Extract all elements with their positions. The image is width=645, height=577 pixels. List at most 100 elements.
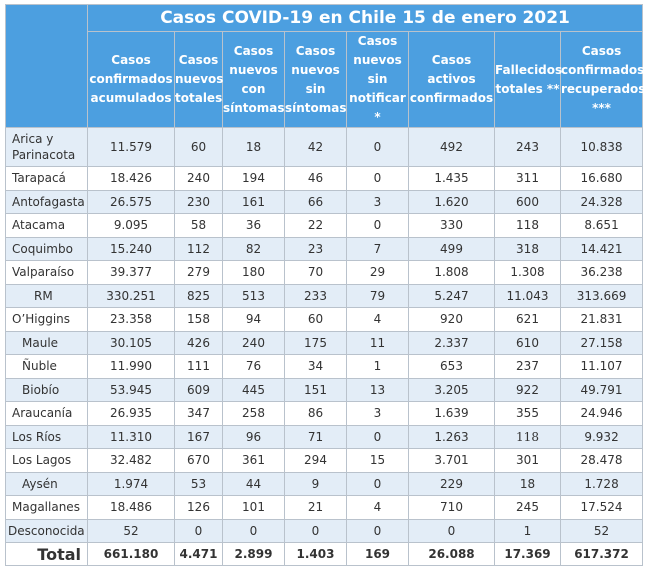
value-cell: 330.251 bbox=[87, 283, 175, 308]
total-value: 17.369 bbox=[494, 542, 561, 566]
table-row: RM 330.251 825 513 233 79 5.247 11.043 3… bbox=[5, 283, 644, 308]
value-cell: 16.680 bbox=[559, 166, 644, 191]
value-cell: 18 bbox=[494, 471, 561, 496]
value-cell: 70 bbox=[284, 260, 347, 285]
value-cell: 58 bbox=[174, 213, 223, 238]
value-cell: 11.579 bbox=[87, 127, 175, 167]
value-cell: 0 bbox=[222, 518, 285, 543]
value-cell: 53 bbox=[174, 471, 223, 496]
value-cell: 0 bbox=[346, 127, 409, 167]
value-cell: 11.990 bbox=[87, 354, 175, 379]
value-cell: 39.377 bbox=[87, 260, 175, 285]
value-cell: 347 bbox=[174, 401, 223, 426]
value-cell: 18.426 bbox=[87, 166, 175, 191]
value-cell: 513 bbox=[222, 283, 285, 308]
value-cell: 653 bbox=[408, 354, 495, 379]
value-cell: 600 bbox=[494, 189, 561, 214]
value-cell: 151 bbox=[284, 377, 347, 402]
value-cell: 609 bbox=[174, 377, 223, 402]
value-cell: 361 bbox=[222, 448, 285, 473]
value-cell: 492 bbox=[408, 127, 495, 167]
table-title: Casos COVID-19 en Chile 15 de enero 2021 bbox=[86, 4, 644, 32]
value-cell: 30.105 bbox=[87, 330, 175, 355]
value-cell: 28.478 bbox=[559, 448, 644, 473]
value-cell: 17.524 bbox=[559, 495, 644, 520]
value-cell: 318 bbox=[494, 236, 561, 261]
value-cell: 922 bbox=[494, 377, 561, 402]
value-cell: 36.238 bbox=[559, 260, 644, 285]
region-name: Antofagasta bbox=[5, 189, 88, 214]
value-cell: 53.945 bbox=[87, 377, 175, 402]
value-cell: 101 bbox=[222, 495, 285, 520]
value-cell: 2.337 bbox=[408, 330, 495, 355]
region-name: Coquimbo bbox=[5, 236, 88, 261]
value-cell: 23 bbox=[284, 236, 347, 261]
total-value: 26.088 bbox=[408, 542, 495, 566]
value-cell: 3.205 bbox=[408, 377, 495, 402]
value-cell: 32.482 bbox=[87, 448, 175, 473]
value-cell: 161 bbox=[222, 189, 285, 214]
value-cell: 10.838 bbox=[559, 127, 644, 167]
value-cell: 1.639 bbox=[408, 401, 495, 426]
value-cell: 621 bbox=[494, 307, 561, 332]
value-cell: 126 bbox=[174, 495, 223, 520]
value-cell: 499 bbox=[408, 236, 495, 261]
value-cell: 11.107 bbox=[559, 354, 644, 379]
value-cell: 4 bbox=[346, 307, 409, 332]
total-label: Total bbox=[5, 542, 88, 566]
value-cell: 237 bbox=[494, 354, 561, 379]
region-name: O’Higgins bbox=[5, 307, 88, 332]
covid-table-container: Casos COVID-19 en Chile 15 de enero 2021… bbox=[5, 4, 645, 566]
value-cell: 11 bbox=[346, 330, 409, 355]
value-cell: 44 bbox=[222, 471, 285, 496]
value-cell: 24.946 bbox=[559, 401, 644, 426]
value-cell: 49.791 bbox=[559, 377, 644, 402]
region-name: Araucanía bbox=[5, 401, 88, 426]
region-name: Atacama bbox=[5, 213, 88, 238]
value-cell: 29 bbox=[346, 260, 409, 285]
value-cell: 301 bbox=[494, 448, 561, 473]
value-cell: 3.701 bbox=[408, 448, 495, 473]
value-cell: 15.240 bbox=[87, 236, 175, 261]
total-value: 1.403 bbox=[284, 542, 347, 566]
table-row: Maule 30.105 426 240 175 11 2.337 610 27… bbox=[5, 330, 644, 355]
value-cell: 1.308 bbox=[494, 260, 561, 285]
table-row: Biobío 53.945 609 445 151 13 3.205 922 4… bbox=[5, 377, 644, 402]
value-cell: 194 bbox=[222, 166, 285, 191]
value-cell: 313.669 bbox=[559, 283, 644, 308]
header-corner bbox=[5, 4, 88, 128]
region-name: Los Lagos bbox=[5, 448, 88, 473]
value-cell: 1.728 bbox=[559, 471, 644, 496]
table-row: Arica y Parinacota 11.579 60 18 42 0 492… bbox=[5, 127, 644, 167]
value-cell: 26.575 bbox=[87, 189, 175, 214]
value-cell: 330 bbox=[408, 213, 495, 238]
value-cell: 233 bbox=[284, 283, 347, 308]
table-row: Desconocida 52 0 0 0 0 0 1 52 bbox=[5, 518, 644, 543]
value-cell: 52 bbox=[559, 518, 644, 543]
value-cell: 71 bbox=[284, 424, 347, 449]
value-cell: 920 bbox=[408, 307, 495, 332]
total-value: 2.899 bbox=[222, 542, 285, 566]
value-cell: 23.358 bbox=[87, 307, 175, 332]
value-cell: 118 bbox=[494, 424, 561, 449]
value-cell: 18 bbox=[222, 127, 285, 167]
value-cell: 94 bbox=[222, 307, 285, 332]
value-cell: 0 bbox=[346, 424, 409, 449]
table-row: Ñuble 11.990 111 76 34 1 653 237 11.107 bbox=[5, 354, 644, 379]
header-casos-confirmados-acumulados: Casos confirmados acumulados bbox=[87, 31, 175, 128]
value-cell: 294 bbox=[284, 448, 347, 473]
value-cell: 279 bbox=[174, 260, 223, 285]
header-fallecidos-totales: Fallecidos totales ** bbox=[494, 31, 562, 128]
value-cell: 24.328 bbox=[559, 189, 644, 214]
value-cell: 21.831 bbox=[559, 307, 644, 332]
value-cell: 243 bbox=[494, 127, 561, 167]
total-value: 4.471 bbox=[174, 542, 223, 566]
table-row: Valparaíso 39.377 279 180 70 29 1.808 1.… bbox=[5, 260, 644, 285]
value-cell: 34 bbox=[284, 354, 347, 379]
value-cell: 82 bbox=[222, 236, 285, 261]
table-row: Tarapacá 18.426 240 194 46 0 1.435 311 1… bbox=[5, 166, 644, 191]
value-cell: 27.158 bbox=[559, 330, 644, 355]
value-cell: 36 bbox=[222, 213, 285, 238]
value-cell: 26.935 bbox=[87, 401, 175, 426]
value-cell: 311 bbox=[494, 166, 561, 191]
